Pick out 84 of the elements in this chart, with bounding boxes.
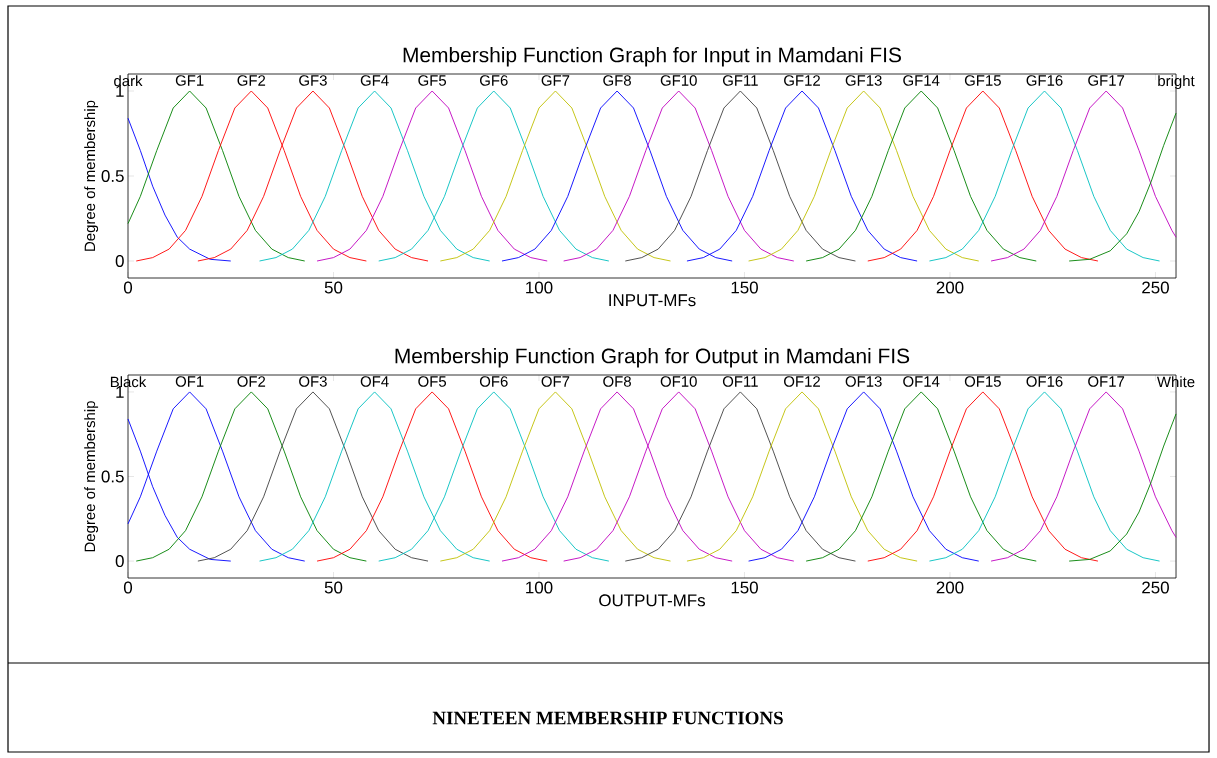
line-series bbox=[135, 391, 367, 562]
line-series bbox=[439, 90, 671, 262]
series-label: GF2 bbox=[237, 75, 266, 86]
line-series bbox=[748, 90, 980, 262]
series-label: OF6 bbox=[479, 376, 508, 387]
text: NINETEEN MEMBERSHIP FUNCTIONS bbox=[432, 711, 783, 725]
series-label: GF13 bbox=[845, 75, 882, 86]
y-axis-title: Degree of membership bbox=[84, 401, 99, 552]
series-label: OF11 bbox=[722, 376, 758, 387]
x-tick-label: 50 bbox=[324, 581, 343, 594]
series-label: GF3 bbox=[299, 75, 327, 86]
y-tick-label: 1 bbox=[116, 386, 124, 398]
series-label: GF4 bbox=[360, 75, 389, 86]
series-label: GF14 bbox=[903, 75, 940, 86]
x-tick-label: 50 bbox=[324, 281, 343, 294]
line-series bbox=[805, 90, 1037, 262]
line-series bbox=[867, 391, 1099, 562]
y-tick-label: 0 bbox=[115, 555, 124, 568]
series-label: OF17 bbox=[1088, 376, 1125, 387]
line-series bbox=[867, 90, 1099, 262]
x-axis-title: INPUT-MFs bbox=[609, 294, 696, 307]
line-series bbox=[439, 391, 671, 562]
series-label: GF11 bbox=[722, 75, 758, 86]
line-series bbox=[990, 391, 1177, 562]
x-tick-label: 200 bbox=[936, 281, 964, 294]
series-label: OF8 bbox=[603, 376, 631, 387]
chart-title: Membership Function Graph for Input in Mamdani FIS bbox=[403, 47, 901, 67]
line-series bbox=[127, 117, 232, 262]
series-label: GF17 bbox=[1088, 75, 1125, 86]
series-label: GF6 bbox=[480, 75, 508, 86]
line-series bbox=[127, 391, 306, 562]
series-label: OF13 bbox=[845, 376, 882, 387]
series-label: GF7 bbox=[541, 75, 570, 86]
line-series bbox=[624, 90, 856, 262]
series-label: GF5 bbox=[418, 75, 447, 86]
line-series bbox=[748, 391, 980, 562]
series-label: GF8 bbox=[603, 75, 631, 86]
series-label: OF1 bbox=[175, 376, 204, 387]
series-label: OF2 bbox=[237, 376, 266, 387]
text: dark bbox=[114, 75, 143, 87]
series-label: OF7 bbox=[541, 376, 570, 387]
y-axis-title: Degree of membership bbox=[84, 100, 99, 251]
series-label: GF15 bbox=[964, 75, 1001, 86]
x-tick-label: 100 bbox=[526, 281, 553, 294]
text: Black bbox=[110, 376, 147, 388]
y-tick-label: 0 bbox=[115, 255, 124, 268]
line-series bbox=[197, 391, 429, 562]
x-tick-label: 150 bbox=[731, 581, 758, 594]
line-series bbox=[316, 90, 548, 262]
series-label: OF15 bbox=[964, 376, 1001, 387]
series-label: GF12 bbox=[784, 75, 820, 86]
series-label: OF10 bbox=[660, 376, 697, 387]
x-tick-label: 100 bbox=[526, 581, 553, 594]
chart-title: Membership Function Graph for Output in Mamdani FIS bbox=[395, 348, 910, 368]
line-series bbox=[563, 90, 795, 262]
series-label: GF10 bbox=[660, 75, 697, 86]
x-axis-title: OUTPUT-MFs bbox=[599, 594, 706, 607]
line-series bbox=[686, 391, 918, 562]
line-series bbox=[1068, 112, 1177, 262]
text: White bbox=[1156, 376, 1195, 388]
series-label: OF5 bbox=[418, 376, 447, 387]
line-series bbox=[805, 391, 1037, 562]
y-tick-label: 0.5 bbox=[101, 470, 124, 483]
series-label: OF16 bbox=[1026, 376, 1063, 387]
y-tick-label: 1 bbox=[116, 85, 124, 97]
line-series bbox=[990, 90, 1177, 262]
y-tick-label: 0.5 bbox=[101, 170, 124, 182]
x-tick-label: 250 bbox=[1142, 581, 1169, 594]
series-label: OF3 bbox=[299, 376, 327, 387]
series-label: OF14 bbox=[903, 376, 940, 387]
series-label: OF12 bbox=[784, 376, 820, 387]
line-series bbox=[624, 391, 856, 562]
series-label: GF16 bbox=[1026, 75, 1063, 86]
line-series bbox=[1068, 413, 1177, 562]
x-tick-label: 250 bbox=[1142, 281, 1169, 294]
x-tick-label: 200 bbox=[936, 581, 964, 594]
x-tick-label: 150 bbox=[731, 281, 758, 294]
series-label: GF1 bbox=[175, 75, 204, 86]
line-series bbox=[928, 90, 1161, 262]
line-series bbox=[127, 90, 306, 262]
series-label: OF4 bbox=[360, 376, 389, 387]
line-series bbox=[316, 391, 548, 562]
line-series bbox=[928, 391, 1161, 562]
series-label: bright bbox=[1158, 75, 1195, 90]
